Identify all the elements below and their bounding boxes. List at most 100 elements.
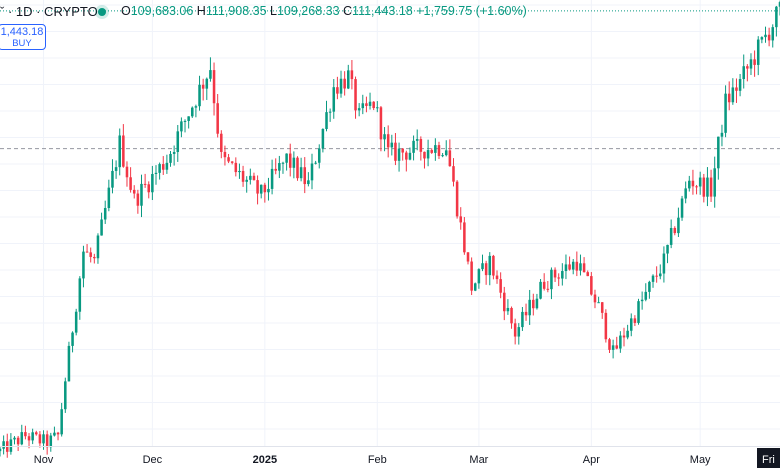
candle-up [659,273,662,277]
candle-down [575,261,579,271]
candle-up [347,70,350,89]
candle-down [216,103,219,134]
candle-up [775,6,778,28]
low-value: 109,268.33 [276,4,340,18]
candle-up [742,66,745,80]
candle-down [38,434,42,444]
candle-down [24,432,27,437]
candle-up [209,70,212,79]
candle-up [717,136,720,169]
candle-up [669,227,673,245]
candle-up [629,318,633,331]
candle-down [220,133,223,152]
candle-down [93,256,96,259]
candle-down [622,335,626,338]
current-time-badge [757,448,780,468]
candle-up [713,168,716,197]
candle-down [492,255,495,276]
time-axis[interactable]: Nov Dec 2025 Feb Mar Apr May [0,446,780,467]
current-time-label: Fri [757,448,780,468]
candle-up [626,330,629,338]
candle-up [2,441,5,449]
candle-down [252,175,256,181]
candle-up [64,381,67,410]
symbol-label[interactable]: ˇ · 1D · CRYPTO [0,4,98,19]
candle-up [680,198,684,218]
candle-down [89,252,92,257]
candle-up [619,335,622,349]
candle-down [499,279,502,293]
candle-down [532,299,535,309]
candle-up [194,106,198,108]
candle-down [437,145,441,156]
candle-up [151,173,154,193]
time-axis-label: 2025 [253,454,277,466]
candle-up [111,170,114,188]
candle-down [354,79,357,111]
candle-down [147,184,151,193]
candle-up [74,311,78,333]
candle-up [561,271,564,279]
candle-up [764,34,767,38]
candle-up [408,152,412,160]
candle-up [165,162,169,170]
candle-up [198,84,201,107]
candle-up [158,164,161,173]
candle-up [521,311,524,328]
candle-down [256,180,259,194]
candle-up [397,148,401,161]
candle-up [383,134,386,140]
candle-up [31,432,34,441]
candle-up [528,299,531,316]
candle-up [180,121,183,132]
candle-down [161,164,165,170]
current-time-text: Fri [762,454,775,466]
candle-down [495,275,499,280]
candle-down [448,150,452,167]
candle-up [140,183,143,206]
market-status-dot-icon[interactable] [98,8,106,16]
candle-up [666,244,669,254]
candle-up [368,101,372,106]
time-axis-label: Feb [368,454,387,466]
ohlc-values: O109,683.06 H111,908.35 L109,268.33 C111… [121,4,527,18]
candle-up [13,437,16,440]
candle-up [321,129,325,149]
candle-up [771,27,775,41]
candle-up [698,177,702,187]
candle-up [731,87,735,103]
candle-up [749,59,753,69]
candle-up [259,184,263,194]
candle-down [470,261,473,291]
buy-label: BUY [12,38,32,49]
candle-up [187,116,190,121]
candle-up [539,281,542,299]
candle-down [709,177,713,197]
candles [0,0,780,458]
candle-down [227,157,230,162]
candle-down [546,288,550,290]
candle-up [67,345,71,382]
candle-down [365,103,368,106]
candle-down [582,263,586,273]
candle-down [45,434,49,448]
candle-down [727,93,731,103]
candle-down [430,150,433,153]
candle-down [655,275,658,277]
time-axis-label: Dec [143,454,163,466]
candle-up [564,264,568,272]
candle-up [267,188,270,193]
candle-up [245,179,248,182]
close-value: 111,443.18 [352,4,413,18]
candle-up [662,253,666,274]
candle-down [201,84,205,89]
time-axis-label: Mar [469,454,488,466]
candle-down [463,222,466,253]
candle-down [234,162,238,173]
candle-down [212,70,216,104]
candle-up [60,409,63,435]
buy-button[interactable]: 1,443.18 BUY [0,24,46,50]
candle-up [488,255,492,276]
candle-down [405,152,408,160]
